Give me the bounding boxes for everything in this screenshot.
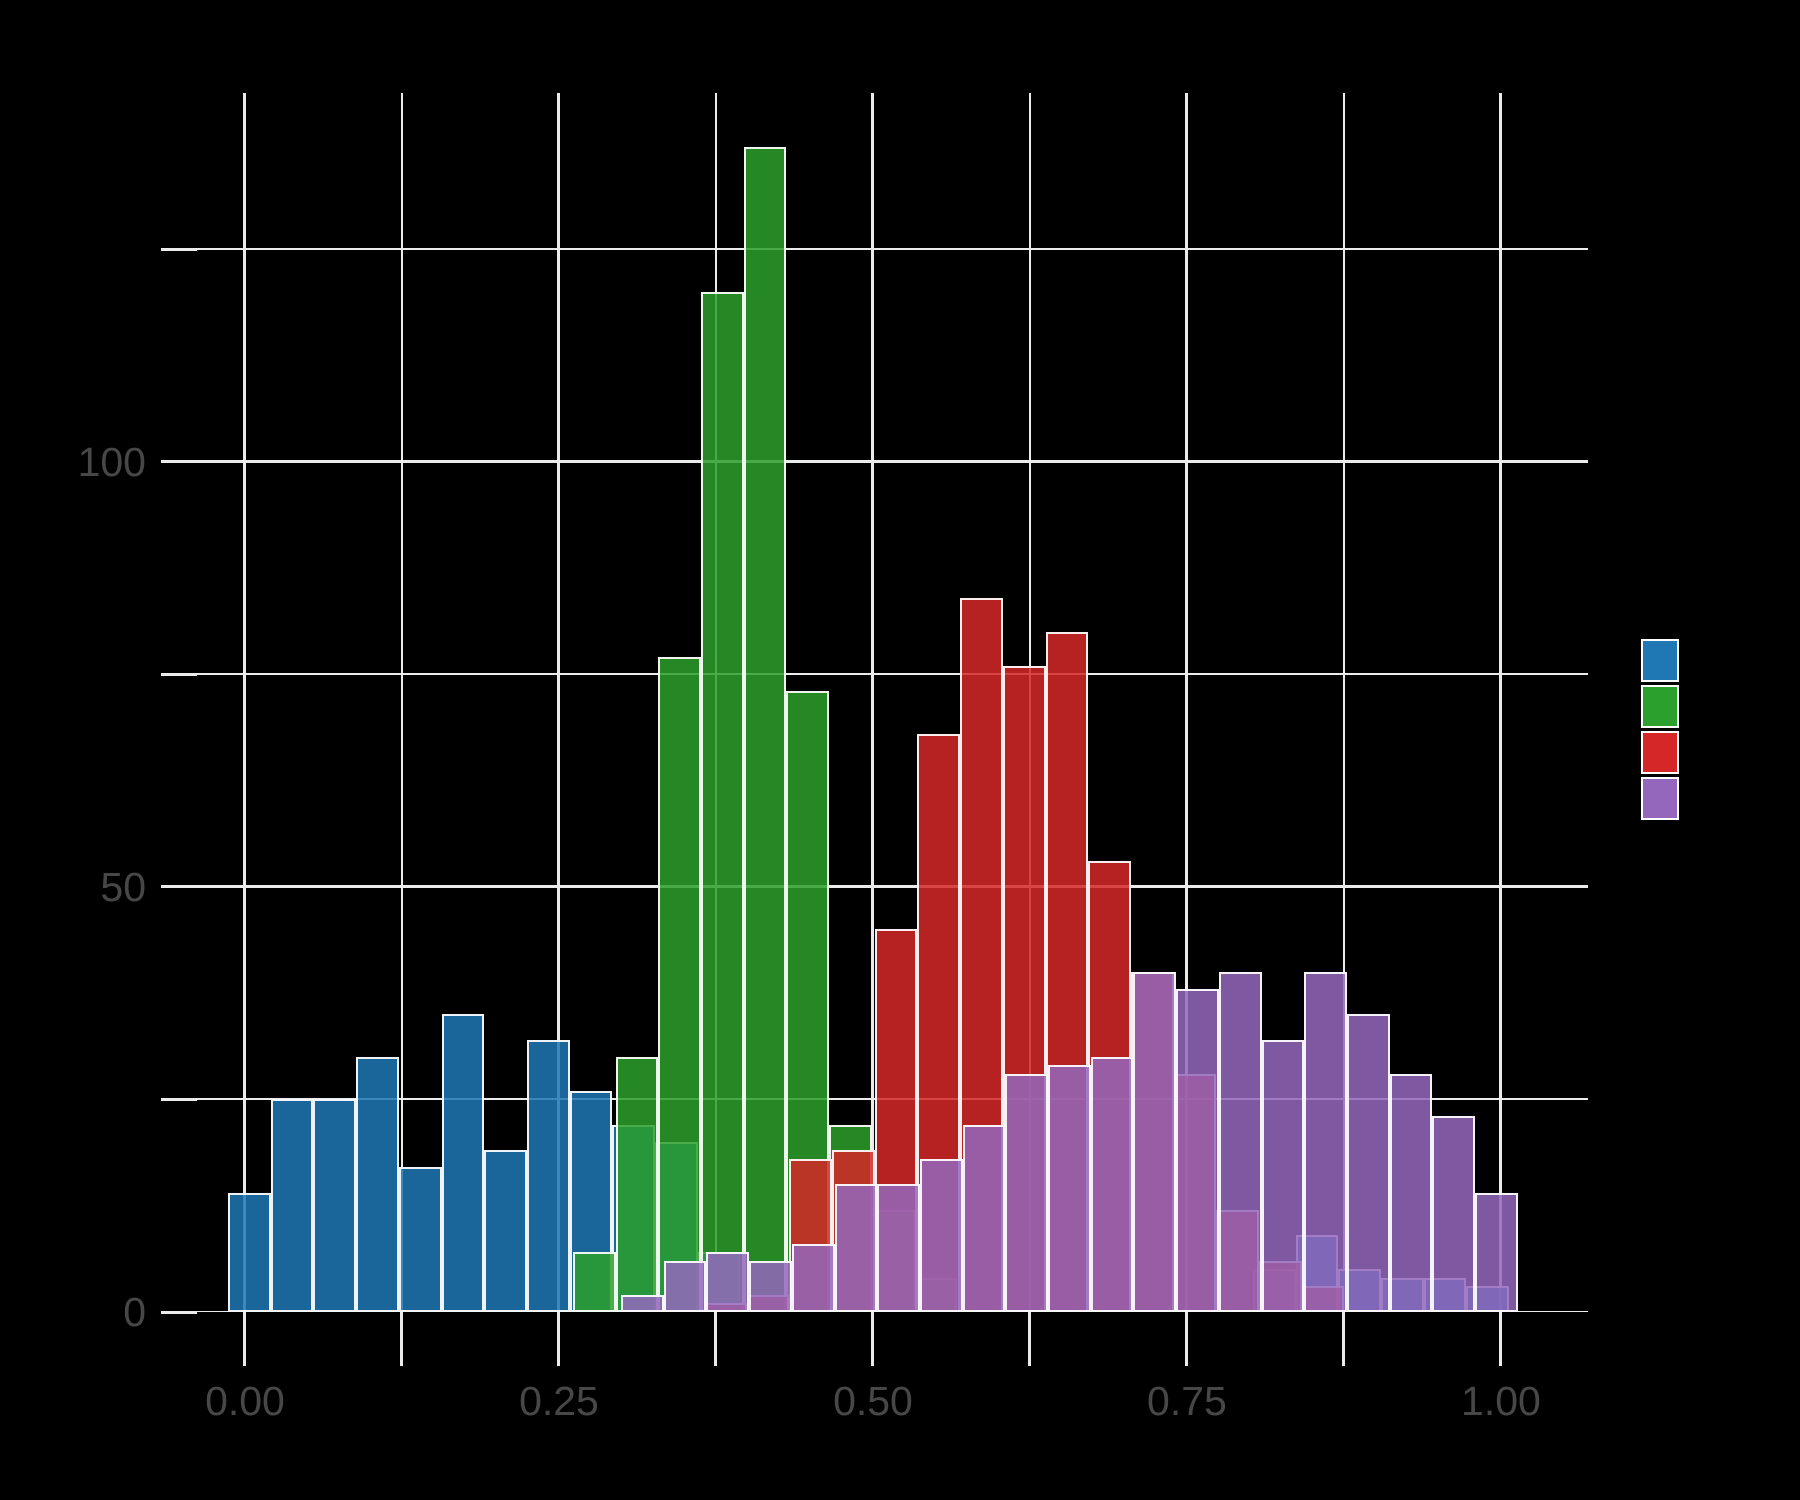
legend-key-green (1641, 685, 1679, 728)
histogram-bar-purple (749, 1260, 792, 1312)
y-axis-tick (161, 1310, 197, 1314)
histogram-bar-purple (1432, 1116, 1476, 1312)
histogram-bar-purple (1133, 971, 1177, 1312)
x-axis-tick (557, 1312, 561, 1366)
histogram-bar-purple (1218, 971, 1262, 1312)
x-axis-tick (1185, 1312, 1189, 1366)
gridline-vertical (1185, 93, 1189, 1312)
histogram-bar-blue (441, 1014, 485, 1312)
x-axis-tick (1028, 1312, 1032, 1366)
y-tick-label: 50 (100, 863, 146, 910)
x-tick-label: 0.25 (519, 1378, 599, 1424)
histogram-bar-blue (270, 1099, 314, 1312)
histogram-bar-blue (526, 1039, 570, 1312)
x-tick-label: 1.00 (1461, 1378, 1541, 1424)
x-tick-label: 0.00 (205, 1378, 285, 1424)
histogram-bar-purple (791, 1243, 835, 1312)
x-axis-tick (1342, 1312, 1346, 1366)
gridline-vertical (871, 93, 875, 1312)
histogram-bar-blue (228, 1192, 271, 1312)
histogram-bar-purple (1389, 1073, 1433, 1312)
histogram-bar-blue (398, 1167, 442, 1312)
x-tick-label: 0.75 (1147, 1378, 1227, 1424)
plot-panel (197, 93, 1588, 1312)
histogram-bar-purple (877, 1184, 920, 1312)
gridline-horizontal (197, 460, 1588, 464)
legend-key-red (1641, 731, 1679, 774)
gridline-vertical (1342, 93, 1345, 1312)
gridline-horizontal (197, 673, 1588, 676)
gridline-horizontal (197, 248, 1588, 251)
gridline-vertical (557, 93, 561, 1312)
histogram-bar-purple (1261, 1039, 1305, 1312)
legend-key-purple (1641, 777, 1679, 820)
x-axis-tick (243, 1312, 247, 1366)
histogram-bar-green (701, 291, 744, 1312)
histogram-bar-purple (1048, 1065, 1091, 1312)
histogram-bar-purple (834, 1184, 878, 1312)
y-axis-tick (161, 672, 197, 676)
x-axis-tick (871, 1312, 875, 1366)
histogram-bar-purple (1346, 1014, 1390, 1312)
gridline-vertical (400, 93, 403, 1312)
histogram-bar-purple (1176, 988, 1219, 1312)
x-axis-tick (1499, 1312, 1503, 1366)
x-axis-tick (714, 1312, 718, 1366)
histogram-bar-green (572, 1252, 616, 1312)
gridline-vertical (243, 93, 247, 1312)
y-axis-tick (161, 460, 197, 464)
histogram-bar-green (743, 147, 787, 1312)
histogram-bar-green (658, 657, 702, 1312)
histogram-bar-purple (706, 1252, 750, 1312)
histogram-bar-purple (621, 1294, 664, 1312)
y-axis-tick (161, 1097, 197, 1101)
x-tick-label: 0.50 (833, 1378, 913, 1424)
histogram-bar-purple (919, 1158, 963, 1312)
histogram-bar-purple (1005, 1073, 1049, 1312)
legend (1641, 639, 1679, 820)
gridline-vertical (1499, 93, 1503, 1312)
histogram-bar-purple (1475, 1192, 1518, 1312)
histogram-bar-green (615, 1056, 659, 1312)
histogram-bar-blue (356, 1056, 399, 1312)
y-axis-tick (161, 247, 197, 251)
histogram-bar-purple (663, 1260, 707, 1312)
legend-key-blue (1641, 639, 1679, 682)
x-axis-tick (400, 1312, 404, 1366)
y-tick-label: 0 (123, 1289, 146, 1335)
histogram-bar-purple (962, 1124, 1006, 1312)
y-axis-tick (161, 885, 197, 889)
histogram-bar-purple (1304, 971, 1347, 1312)
y-tick-label: 100 (77, 438, 146, 485)
gridline-horizontal (197, 885, 1588, 889)
histogram-bar-blue (484, 1150, 527, 1312)
histogram-bar-purple (1090, 1056, 1134, 1312)
histogram-bar-blue (313, 1099, 357, 1312)
